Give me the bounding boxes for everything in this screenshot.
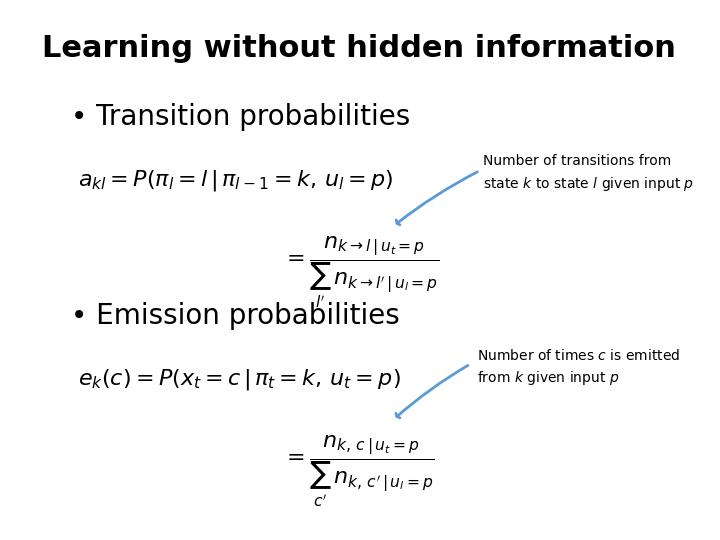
Text: Number of times $c$ is emitted
from $k$ given input $p$: Number of times $c$ is emitted from $k$ … xyxy=(477,348,680,387)
Text: • Emission probabilities: • Emission probabilities xyxy=(71,302,400,330)
Text: $a_{kl} = P(\pi_l = l\,|\,\pi_{l-1} = k,\, u_l = p)$: $a_{kl} = P(\pi_l = l\,|\,\pi_{l-1} = k,… xyxy=(78,168,393,193)
Text: $e_k(c) = P(x_t = c\,|\,\pi_t = k,\, u_t = p)$: $e_k(c) = P(x_t = c\,|\,\pi_t = k,\, u_t… xyxy=(78,367,400,392)
Text: $= \dfrac{n_{k,\,c\,|\,u_t=p}}{\sum_{c^{\prime}}\, n_{k,\,c^{\prime}\,|\,u_l=p}}: $= \dfrac{n_{k,\,c\,|\,u_t=p}}{\sum_{c^{… xyxy=(282,434,435,509)
Text: • Transition probabilities: • Transition probabilities xyxy=(71,104,410,131)
Text: $= \dfrac{n_{k \rightarrow l\,|\,u_t=p}}{\sum_{l^{\prime}}\, n_{k \rightarrow l^: $= \dfrac{n_{k \rightarrow l\,|\,u_t=p}}… xyxy=(282,235,439,310)
Text: Learning without hidden information: Learning without hidden information xyxy=(42,33,675,63)
Text: Number of transitions from
state $k$ to state $l$ given input $p$: Number of transitions from state $k$ to … xyxy=(483,154,694,193)
